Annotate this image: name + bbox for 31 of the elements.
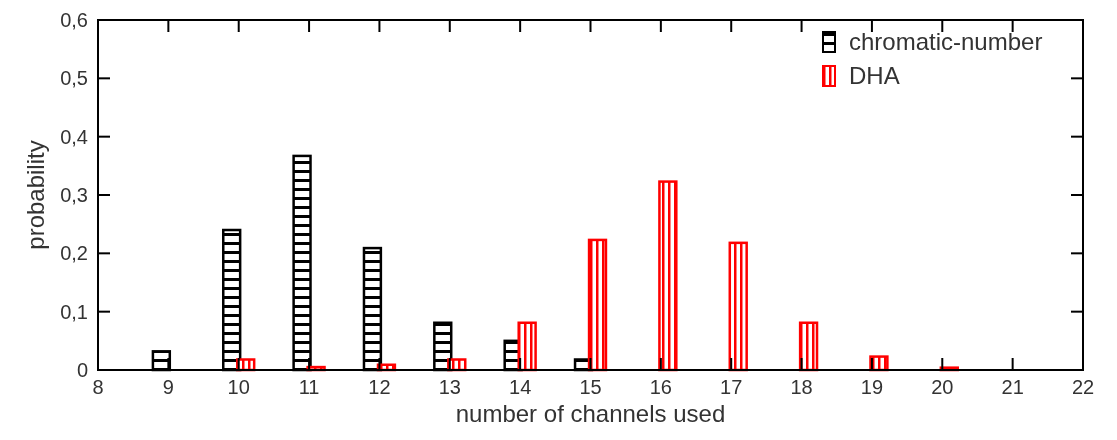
bar xyxy=(658,180,678,372)
x-tick-label: 12 xyxy=(368,376,391,398)
x-tick-label: 17 xyxy=(720,376,743,398)
bar xyxy=(798,321,819,372)
x-tick-label: 20 xyxy=(931,376,954,398)
x-tick-label: 19 xyxy=(860,376,884,398)
x-tick-label: 22 xyxy=(1071,376,1095,398)
x-tick-label: 16 xyxy=(649,376,672,398)
y-tick-label: 0,2 xyxy=(60,242,88,265)
x-tick-label: 21 xyxy=(1001,376,1024,398)
y-tick-label: 0,5 xyxy=(60,67,88,90)
bar xyxy=(587,238,608,372)
x-tick-label: 11 xyxy=(298,376,320,398)
legend-label: chromatic-number xyxy=(849,28,1043,56)
x-tick-label: 14 xyxy=(509,376,532,398)
x-tick-label: 8 xyxy=(92,376,104,398)
x-tick-label: 9 xyxy=(162,376,174,398)
y-tick-label: 0,3 xyxy=(60,184,88,206)
y-tick-label: 0 xyxy=(76,359,88,381)
legend-label: DHA xyxy=(849,62,900,90)
x-tick-label: 15 xyxy=(579,376,602,398)
x-axis-title: number of channels used xyxy=(455,400,726,427)
y-tick-label: 0,6 xyxy=(60,9,88,31)
x-tick-label: 13 xyxy=(438,376,461,398)
y-tick-label: 0,4 xyxy=(60,125,88,148)
y-axis-title: probability xyxy=(22,140,49,250)
bar xyxy=(728,241,748,372)
bar xyxy=(517,321,537,372)
x-tick-label: 10 xyxy=(227,376,250,398)
x-tick-label: 18 xyxy=(790,376,813,398)
y-tick-label: 0,1 xyxy=(60,300,88,323)
